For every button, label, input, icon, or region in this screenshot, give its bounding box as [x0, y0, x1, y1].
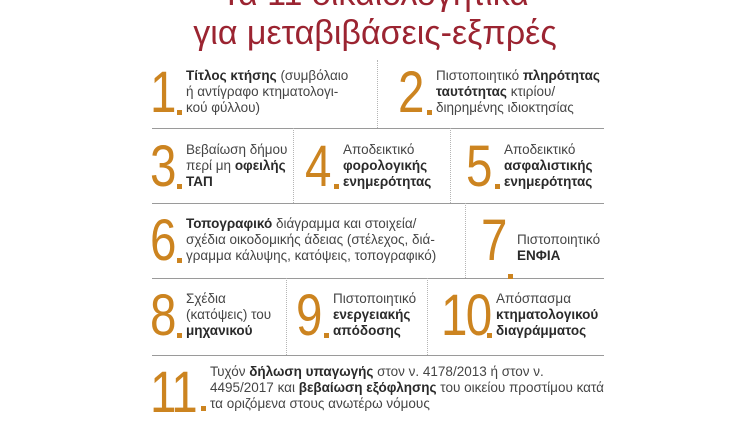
bold-text: Τίτλος κτήσης [186, 68, 277, 83]
item-number: 10 [441, 283, 492, 348]
item-number: 1 [150, 60, 176, 125]
bold-text: ασφαλιστικής ενημερότητας [504, 158, 593, 189]
divider [152, 355, 604, 356]
text-segment: Βεβαίωση δήμου περί μη [186, 142, 288, 173]
text-segment: Αποδεικτικό [504, 142, 576, 157]
item-text: Πιστοποιητικό ενεργειακής απόδοσης [333, 291, 425, 339]
item-number: 4 [305, 134, 331, 199]
number-dot [334, 184, 339, 189]
title-line-1: Τα 11 δικαιολογητικά [0, 0, 750, 14]
item-text: Αποδεικτικό ασφαλιστικής ενημερότητας [504, 142, 612, 190]
item-text: Απόσπασμα κτηματολογικού διαγράμματος [496, 291, 606, 339]
number-dot [177, 333, 182, 338]
bold-text: Τοπογραφικό [186, 216, 273, 231]
item-text: Πιστοποιητικό πληρότητας ταυτότητας κτιρ… [436, 68, 604, 116]
item-number: 8 [150, 283, 176, 348]
item-text: Πιστοποιητικό ΕΝΦΙΑ [517, 232, 607, 264]
bold-text: βεβαίωση εξόφλησης [298, 380, 437, 395]
item-text: Σχέδια (κατόψεις) του μηχανικού [186, 291, 281, 339]
divider [293, 128, 294, 203]
bold-text: δήλωση υπαγωγής [249, 364, 374, 379]
number-dot [201, 406, 206, 411]
text-segment: Πιστοποιητικό [333, 291, 417, 306]
item-text: Βεβαίωση δήμου περί μη οφειλής ΤΑΠ [186, 142, 291, 190]
divider [450, 128, 451, 203]
item-number: 11 [150, 360, 198, 425]
divider [152, 278, 604, 279]
divider [377, 60, 378, 128]
item-text: Τυχόν δήλωση υπαγωγής στον ν. 4178/2013 … [210, 364, 605, 412]
number-dot [324, 333, 329, 338]
number-dot [495, 184, 500, 189]
number-dot [427, 110, 432, 115]
item-number: 2 [398, 60, 424, 125]
number-dot [177, 184, 182, 189]
bold-text: πληρότητας ταυτότητας [436, 68, 600, 99]
number-dot [177, 110, 182, 115]
text-segment: διάγραμμα και στοιχεία/ σχέδια οικοδομικ… [186, 216, 437, 263]
text-segment: Πιστοποιητικό [436, 68, 523, 83]
text-segment: Τυχόν [210, 364, 250, 379]
divider [427, 278, 428, 355]
number-dot [508, 274, 513, 279]
item-number: 7 [481, 208, 507, 273]
divider [465, 203, 466, 278]
bold-text: ενεργειακής απόδοσης [333, 307, 411, 338]
bold-text: οφειλής ΤΑΠ [186, 158, 286, 189]
item-number: 5 [466, 134, 492, 199]
item-number: 3 [150, 134, 176, 199]
divider [286, 278, 287, 355]
number-dot [487, 333, 492, 338]
item-text: Τοπογραφικό διάγραμμα και στοιχεία/ σχέδ… [186, 216, 456, 264]
bold-text: κτηματολογικού διαγράμματος [496, 307, 599, 338]
divider [152, 128, 604, 129]
title-line-2: για μεταβιβάσεις-εξπρές [193, 14, 557, 52]
bold-text: ΕΝΦΙΑ [517, 248, 561, 263]
number-dot [177, 258, 182, 263]
text-segment: Πιστοποιητικό [517, 232, 601, 247]
divider [152, 203, 604, 204]
text-segment: Αποδεικτικό [343, 142, 415, 157]
text-segment: στον ν. 4178/2013 ή στον ν. 4495/2017 κα… [210, 364, 544, 395]
item-number: 9 [296, 283, 322, 348]
bold-text: φορολογικής ενημερότητας [343, 158, 432, 189]
bold-text: μηχανικού [186, 323, 253, 338]
text-segment: κτιρίου/ διηρημένης ιδιοκτησίας [436, 84, 574, 115]
text-segment: Σχέδια (κατόψεις) του [186, 291, 272, 322]
item-text: Αποδεικτικό φορολογικής ενημερότητας [343, 142, 451, 190]
item-text: Τίτλος κτήσης (συμβόλαιο ή αντίγραφο κτη… [186, 68, 356, 116]
text-segment: Απόσπασμα [496, 291, 572, 306]
item-number: 6 [150, 208, 176, 273]
text-segment: του οικείου προστίμου κατά τα οριζόμενα … [210, 380, 604, 411]
text-segment: (συμβόλαιο ή αντίγραφο κτηματολογι-κού φ… [186, 68, 349, 115]
